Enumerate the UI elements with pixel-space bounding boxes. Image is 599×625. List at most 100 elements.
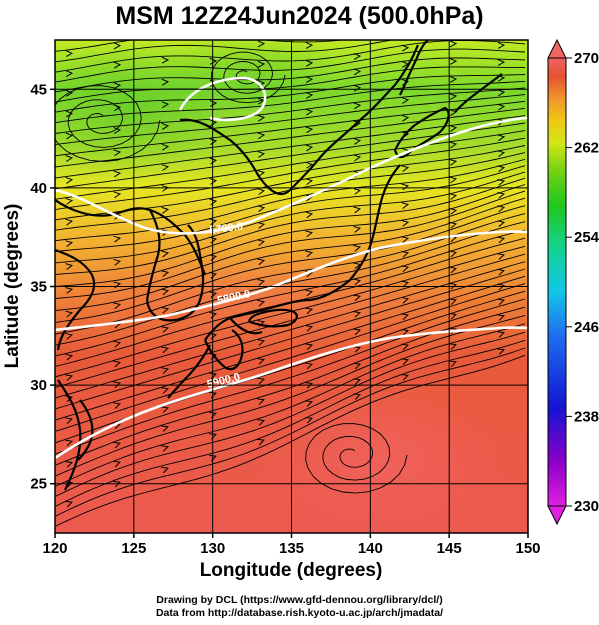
wind-arrow-158 [497, 191, 506, 199]
wind-arrow-161 [161, 288, 170, 296]
wind-arrow-233 [257, 398, 265, 405]
wind-arrow-126 [401, 165, 410, 172]
wind-arrow-250 [113, 480, 121, 488]
wind-arrow-141 [161, 250, 170, 258]
wind-arrow-241 [161, 445, 169, 452]
wind-arrow-95 [353, 120, 362, 128]
wind-arrow-165 [353, 244, 362, 252]
wind-arrow-77 [449, 76, 458, 83]
colorbar-tick-label-5: 230 [574, 498, 599, 515]
wind-arrow-211 [161, 387, 169, 394]
wind-arrow-196 [401, 280, 410, 288]
wind-arrow-135 [353, 187, 362, 195]
wind-arrow-201 [161, 367, 169, 374]
wind-arrow-140 [113, 258, 122, 266]
wind-arrow-210 [113, 402, 121, 409]
wind-arrow-100 [113, 170, 122, 178]
wind-arrow-256 [401, 374, 409, 381]
wind-arrow-167 [449, 221, 458, 229]
wind-arrow-204 [305, 325, 313, 332]
wind-arrow-207 [449, 282, 457, 290]
y-tick-label-3: 40 [30, 180, 47, 197]
wind-arrow-168 [497, 205, 506, 213]
wind-arrow-253 [257, 438, 265, 446]
wind-arrow-103 [257, 150, 266, 158]
wind-arrow-184 [305, 289, 314, 297]
wind-arrow-56 [401, 44, 410, 52]
colorbar-tick-label-2: 254 [574, 229, 599, 246]
wind-arrow-249 [65, 500, 73, 508]
streamline-0 [55, 40, 347, 52]
wind-arrow-214 [305, 343, 313, 351]
wind-arrow-235 [353, 362, 361, 370]
wind-arrow-225 [353, 346, 361, 353]
wind-arrow-127 [449, 158, 458, 166]
wind-arrow-104 [305, 144, 314, 152]
x-tick-label-5: 145 [437, 540, 462, 557]
wind-arrow-124 [305, 178, 314, 186]
colorbar-tick-label-4: 238 [574, 408, 599, 425]
wind-arrow-81 [161, 122, 170, 130]
wind-arrow-49 [65, 70, 74, 77]
wind-arrow-258 [497, 348, 505, 355]
wind-arrow-147 [449, 193, 458, 200]
wind-arrow-226 [401, 328, 409, 336]
wind-arrow-173 [257, 279, 266, 286]
contour-5700-north [178, 76, 267, 122]
coastlines [55, 40, 503, 491]
wind-arrow-121 [161, 206, 170, 214]
wind-arrow-117 [449, 141, 458, 149]
map-figure: 5700.0 5800.0 5900.0 120 125 130 135 140 145 1… [2, 38, 599, 581]
wind-arrow-55 [353, 52, 362, 60]
wind-arrow-113 [257, 169, 266, 177]
wind-arrow-146 [401, 202, 410, 209]
wind-arrow-90 [113, 149, 122, 157]
wind-arrow-213 [257, 358, 265, 365]
wind-arrow-197 [449, 266, 458, 274]
x-tick-label-6: 150 [515, 540, 540, 557]
wind-arrow-200 [113, 381, 121, 388]
wind-arrow-145 [353, 206, 362, 214]
wind-arrow-155 [353, 226, 362, 233]
wind-arrow-160 [113, 302, 122, 310]
y-tick-label-4: 45 [30, 81, 47, 98]
wind-arrow-139 [65, 263, 74, 270]
credits: Drawing by DCL (https://www.gfd-dennou.o… [0, 594, 599, 620]
wind-arrow-164 [305, 250, 314, 258]
cyclone-swirl-south [305, 423, 408, 494]
colorbar-tick-label-3: 246 [574, 319, 599, 336]
wind-arrow-185 [353, 278, 362, 286]
wind-arrow-246 [401, 358, 409, 365]
wind-arrow-79 [65, 132, 74, 140]
x-tick-label-2: 130 [200, 540, 225, 557]
wind-arrow-218 [497, 283, 505, 291]
wind-arrow-153 [257, 239, 266, 247]
x-tick-label-4: 140 [358, 540, 383, 557]
wind-arrow-58 [497, 41, 506, 49]
wind-arrow-234 [305, 382, 313, 389]
wind-arrow-169 [65, 332, 74, 340]
colorbar-tick-label-1: 262 [574, 140, 599, 157]
credit-line-data-source: Data from http://database.rish.kyoto-u.a… [155, 607, 444, 619]
wind-arrow-83 [257, 114, 266, 122]
y-tick-label-1: 30 [30, 377, 47, 394]
wind-arrow-171 [161, 306, 170, 314]
anticyclone-swirl-northwest [55, 85, 161, 162]
wind-arrow-157 [449, 208, 458, 215]
wind-arrow-178 [497, 220, 506, 227]
colorbar-ticks: 270 262 254 246 238 230 [566, 50, 599, 515]
wind-arrow-231 [161, 425, 169, 432]
wind-arrow-115 [353, 154, 362, 162]
wind-arrow-159 [65, 310, 74, 318]
wind-arrow-69 [65, 110, 74, 118]
wind-arrow-230 [113, 441, 121, 449]
wind-arrow-85 [353, 102, 362, 110]
wind-arrow-80 [113, 127, 122, 134]
wind-arrow-227 [449, 312, 457, 320]
wind-arrow-247 [449, 343, 457, 350]
wind-arrow-136 [401, 183, 410, 191]
contour-label-5700: 5700.0 [209, 220, 244, 237]
wind-arrow-64 [305, 76, 314, 84]
contour-5800 [55, 230, 528, 332]
wind-arrow-203 [257, 339, 265, 346]
